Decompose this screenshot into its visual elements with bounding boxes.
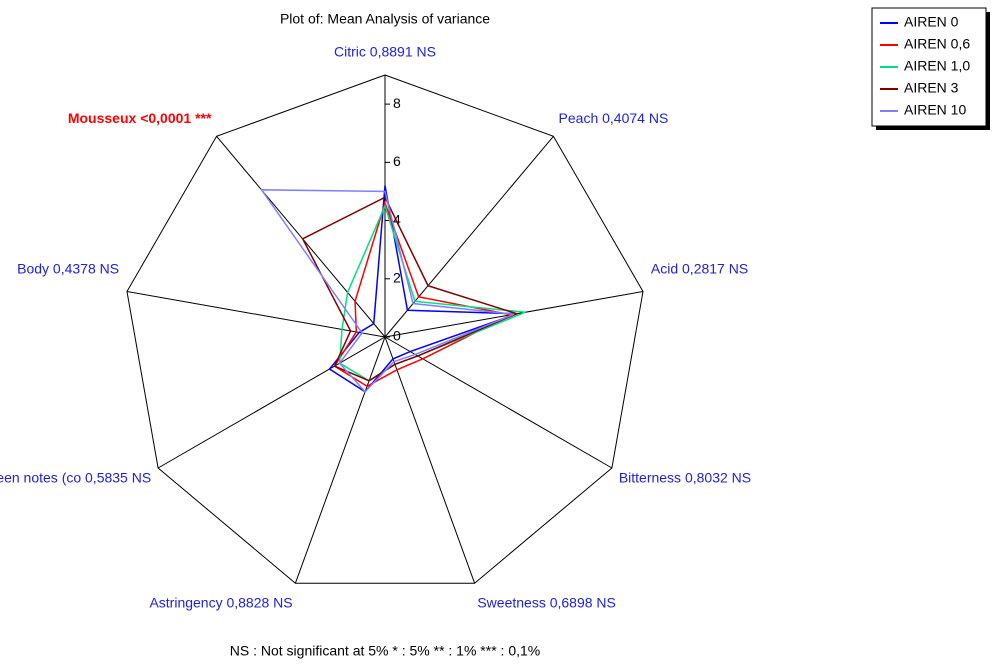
legend-label: AIREN 0	[904, 14, 959, 30]
axis-label: Bitterness 0,8032 NS	[619, 470, 751, 486]
tick-label: 4	[393, 211, 401, 227]
series-line	[260, 189, 515, 393]
legend-label: AIREN 0,6	[904, 36, 970, 52]
spoke	[157, 336, 386, 469]
legend-label: AIREN 1,0	[904, 58, 970, 74]
note: NS : Not significant at 5% * : 5% ** : 1…	[230, 643, 540, 659]
spoke	[216, 135, 386, 338]
spoke	[384, 336, 476, 584]
spoke	[294, 336, 386, 584]
axis-label: Astringency 0,8828 NS	[149, 595, 292, 611]
axis-label: Body 0,4378 NS	[17, 260, 119, 276]
series-line	[333, 200, 514, 388]
tick-label: 2	[393, 269, 401, 285]
series-line	[328, 185, 518, 393]
axis-label: Mousseux <0,0001 ***	[68, 110, 212, 126]
axis-label: Green notes (co 0,5835 NS	[0, 470, 151, 486]
axis-label: Sweetness 0,6898 NS	[477, 595, 616, 611]
axis-label: Citric 0,8891 NS	[334, 44, 436, 60]
series-line	[301, 196, 520, 382]
tick-label: 8	[393, 95, 401, 111]
tick-label: 6	[393, 153, 401, 169]
spoke	[384, 336, 613, 469]
axis-label: Acid 0,2817 NS	[651, 260, 748, 276]
chart-title: Plot of: Mean Analysis of variance	[280, 11, 490, 27]
legend-label: AIREN 10	[904, 102, 966, 118]
tick-label: 0	[393, 328, 401, 344]
axis-label: Peach 0,4074 NS	[559, 110, 669, 126]
legend-label: AIREN 3	[904, 80, 959, 96]
frame	[126, 74, 644, 584]
